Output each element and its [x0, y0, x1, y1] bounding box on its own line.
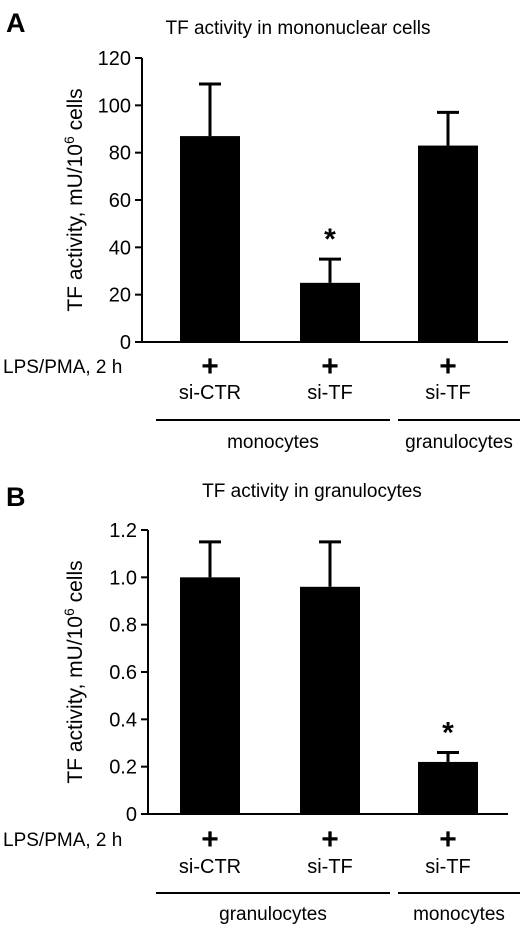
group-label: monocytes: [413, 904, 505, 925]
y-axis-title-main: TF activity, mU/10: [64, 144, 87, 312]
bar: [300, 586, 360, 814]
bar: [300, 282, 360, 342]
y-tick-label: 0.8: [109, 615, 137, 637]
bar: [180, 136, 240, 342]
bar: [180, 577, 240, 814]
panel-b: B TF activity in granulocytes 0 0.2 0.4 0.6 0.…: [3, 481, 520, 925]
plus-sign: +: [201, 823, 219, 856]
significance-mark: *: [324, 223, 336, 256]
bar: [418, 145, 478, 342]
y-tick-label: 0.6: [109, 662, 137, 684]
y-axis-title-tail: cells: [64, 560, 87, 608]
panel-a: A TF activity in mononuclear cells 0 20 40 60…: [3, 8, 520, 453]
plus-sign: +: [201, 350, 219, 383]
y-axis-title-sup: 6: [61, 136, 77, 144]
chart-title: TF activity in granulocytes: [202, 481, 422, 502]
plus-sign: +: [321, 350, 339, 383]
significance-mark: *: [442, 716, 454, 749]
y-tick-label: 80: [109, 143, 131, 165]
category-label: si-TF: [425, 382, 471, 404]
panel-label: B: [6, 482, 26, 512]
y-tick-label: 0.4: [109, 709, 137, 731]
category-label: si-TF: [425, 856, 471, 878]
y-tick-label: 100: [98, 95, 131, 117]
condition-label: LPS/PMA, 2 h: [3, 357, 122, 378]
plus-sign: +: [321, 823, 339, 856]
y-axis-title-tail: cells: [64, 88, 87, 136]
plus-sign: +: [439, 350, 457, 383]
chart-title: TF activity in mononuclear cells: [165, 18, 430, 39]
y-axis-title: TF activity, mU/106 cells: [61, 88, 87, 311]
group-label: granulocytes: [405, 432, 513, 453]
plus-sign: +: [439, 823, 457, 856]
y-axis-title-sup: 6: [61, 608, 77, 616]
y-tick-label: 1.0: [109, 567, 137, 589]
y-tick-label: 0.2: [109, 757, 137, 779]
group-label: granulocytes: [219, 904, 327, 925]
y-axis-title: TF activity, mU/106 cells: [61, 560, 87, 783]
category-label: si-CTR: [179, 856, 241, 878]
bar: [418, 761, 478, 814]
panel-label: A: [6, 8, 26, 38]
y-tick-label: 20: [109, 285, 131, 307]
y-tick-label: 1.2: [109, 520, 137, 542]
y-tick-label: 60: [109, 190, 131, 212]
y-tick-label: 120: [98, 48, 131, 70]
y-tick-label: 40: [109, 237, 131, 259]
y-tick-label: 0: [126, 804, 137, 826]
category-label: si-CTR: [179, 382, 241, 404]
category-label: si-TF: [307, 382, 353, 404]
group-label: monocytes: [227, 432, 319, 453]
y-axis-title-main: TF activity, mU/10: [64, 616, 87, 784]
y-tick-label: 0: [120, 332, 131, 354]
category-label: si-TF: [307, 856, 353, 878]
condition-label: LPS/PMA, 2 h: [3, 830, 122, 851]
